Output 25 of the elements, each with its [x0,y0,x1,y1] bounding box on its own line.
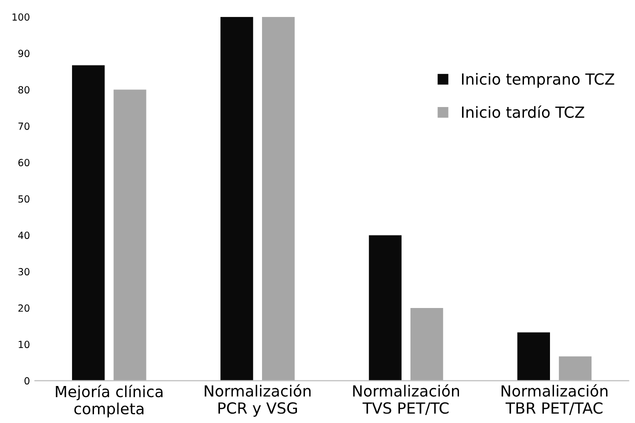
bar [72,65,105,381]
bar [114,90,146,381]
y-tick-label: 60 [18,158,30,166]
y-tick-label: 30 [18,268,30,276]
bar [220,16,254,381]
y-tick-label: 70 [18,122,30,130]
bar [410,308,444,381]
legend-label: Inicio temprano TCZ [462,73,614,88]
bar [517,332,550,381]
y-tick-label: 20 [18,304,30,312]
y-tick-label: 90 [18,50,30,58]
y-tick-label: 50 [18,195,30,203]
x-tick-label: Mejoría clínica completa [56,384,162,418]
y-tick-label: 10 [18,340,30,348]
y-tick-label: 80 [18,86,30,94]
y-tick-label: 40 [18,232,30,240]
bar [262,16,295,381]
x-tick-label: Normalización TVS PET/TC [353,384,459,415]
y-tick-label: 100 [12,13,30,21]
x-tick-label: Normalización TBR PET/TAC [502,384,608,415]
legend-label: Inicio tardío TCZ [462,106,584,118]
bar [558,356,592,381]
y-tick-label: 0 [24,377,30,385]
bar [368,235,402,381]
x-tick-label: Normalización PCR y VSG [204,384,311,417]
